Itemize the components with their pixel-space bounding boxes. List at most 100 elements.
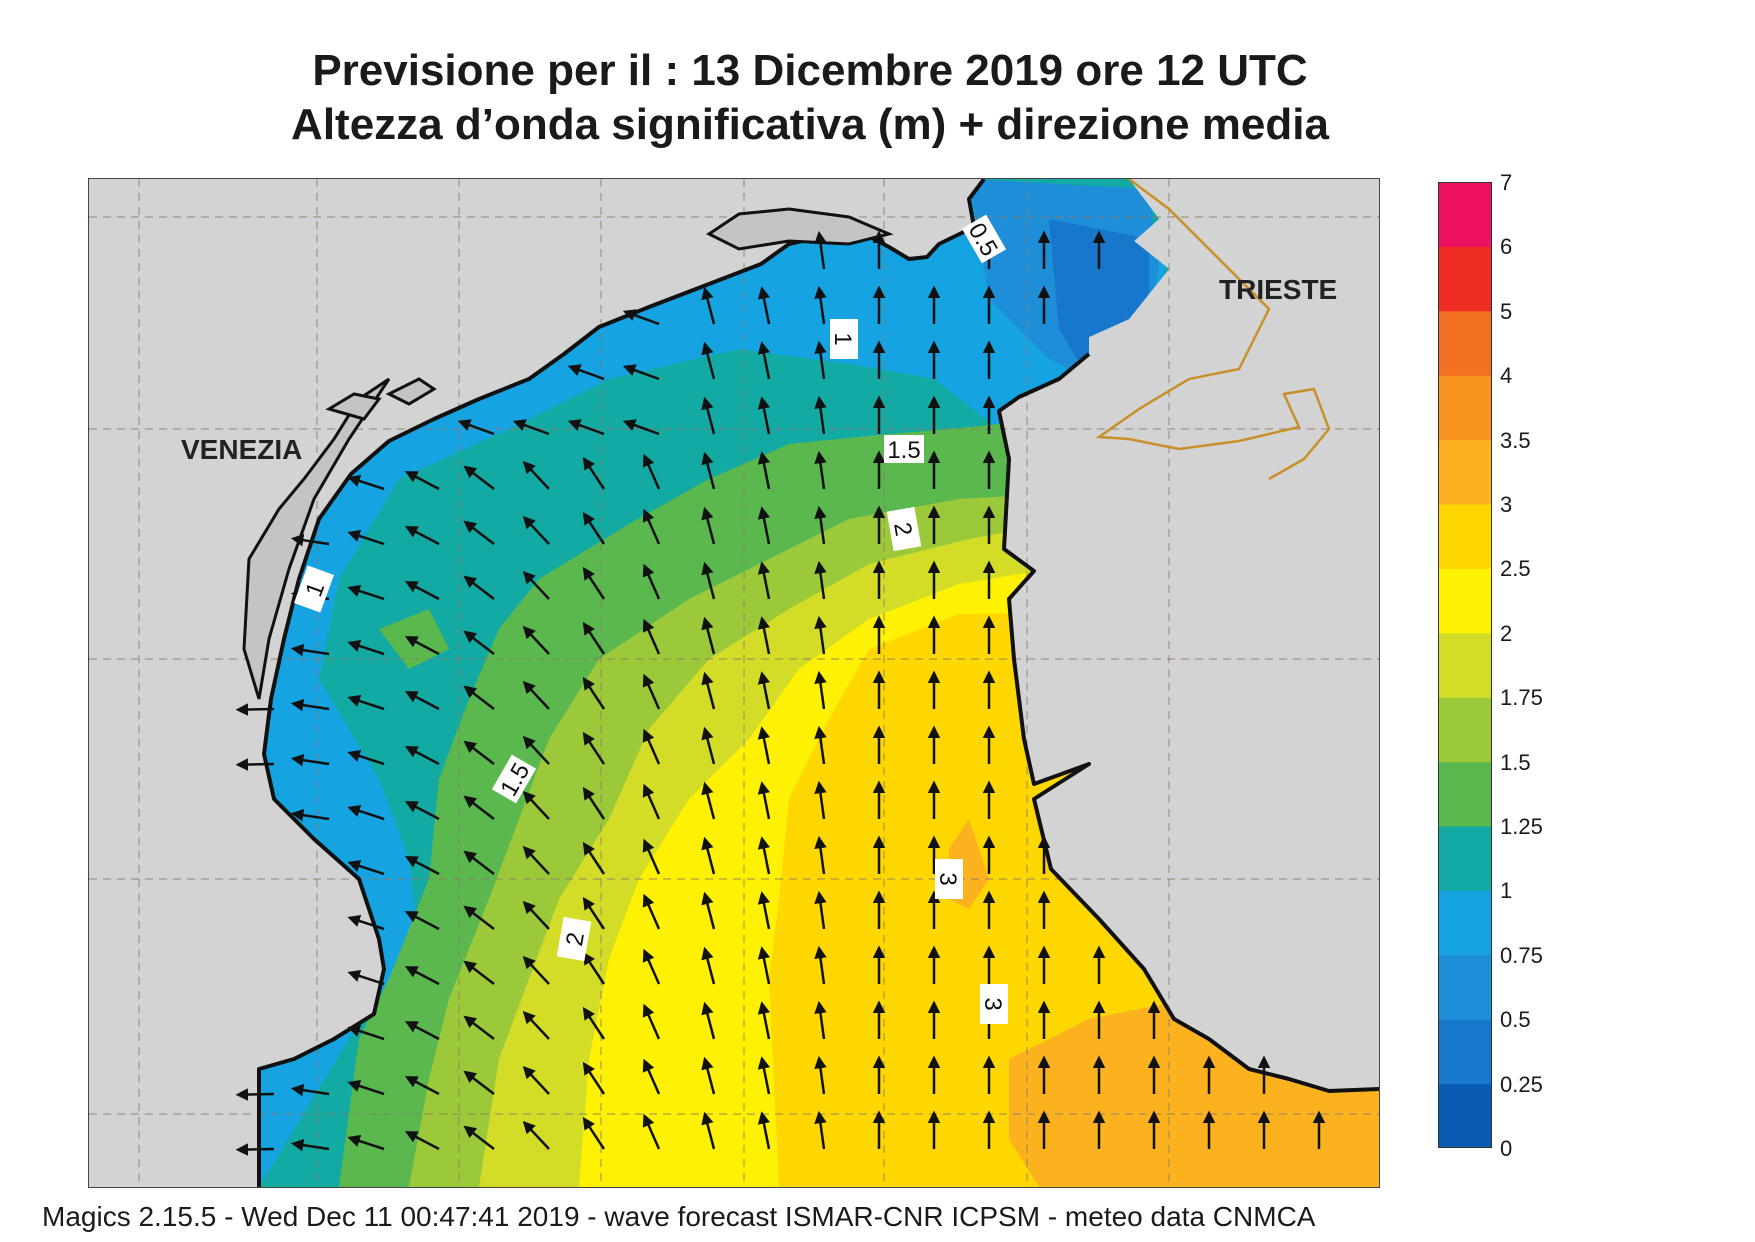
direction-arrow [814,230,827,270]
colorbar-swatch [1438,1083,1492,1148]
contour-label: 1 [829,319,858,359]
colorbar-tick-label: 3 [1500,492,1513,517]
contour-label: 1.5 [491,754,537,804]
colorbar-swatch [1438,310,1492,376]
colorbar-swatch [1438,761,1492,827]
direction-arrow [757,561,771,600]
direction-arrow [701,561,716,600]
direction-arrow [582,566,606,600]
direction-arrow [701,781,716,820]
direction-arrow [642,783,661,820]
direction-arrow [347,914,385,931]
colorbar-tick-label: 0.25 [1500,1071,1543,1097]
direction-arrow [701,836,716,875]
direction-arrow [347,584,385,601]
direction-arrow [522,625,550,655]
colorbar-swatch [1438,826,1492,891]
island [242,377,391,700]
direction-arrow [757,781,771,820]
direction-arrow [582,731,606,765]
direction-arrow [814,340,827,380]
direction-arrow [463,1070,495,1095]
direction-arrow [347,1024,385,1041]
direction-arrow [642,508,661,545]
direction-arrow [701,451,716,490]
direction-arrow [814,560,827,600]
direction-arrow [522,900,550,930]
map-subtitle: Altezza d’onda significativa (m) + direz… [291,100,1329,149]
direction-arrow [814,450,827,490]
direction-arrow [701,396,716,435]
direction-arrow [235,1143,275,1156]
direction-arrow [814,780,827,820]
direction-arrow [814,725,827,765]
direction-arrow [235,758,275,771]
direction-arrow [522,1120,550,1150]
colorbar-tick-label: 2 [1500,620,1513,646]
direction-arrow [757,506,771,545]
direction-arrow [404,691,440,711]
place-label-venezia: VENEZIA [181,434,302,465]
direction-arrow [347,969,385,986]
direction-arrow [522,570,550,600]
direction-arrow [235,1088,275,1101]
direction-arrow [290,1138,330,1152]
colorbar-swatch [1438,954,1492,1020]
direction-arrow [522,1065,550,1095]
coastline [257,179,1379,1187]
national-border [1095,179,1331,481]
direction-arrow [463,905,495,930]
direction-arrow [642,728,661,765]
wave-height-map: 0.5 1 1 1.5 1.5 2 2 3 3 VENEZIA TRIESTE [88,178,1380,1188]
direction-arrow [347,749,385,766]
direction-arrow [642,673,661,710]
island [325,392,382,421]
colorbar-swatch [1438,890,1492,956]
direction-arrow [463,685,495,710]
direction-arrow [622,309,660,326]
direction-arrow [522,680,550,710]
direction-arrow [404,1076,440,1096]
direction-arrow [642,453,661,490]
direction-arrow [404,746,440,766]
direction-arrow [642,948,661,985]
direction-arrow [404,471,440,491]
direction-arrow [814,285,827,325]
direction-arrow [814,670,827,710]
island [706,207,894,251]
direction-arrow [642,838,661,875]
direction-arrow [642,563,661,600]
direction-arrow [582,676,606,710]
direction-arrow [582,456,606,490]
direction-arrow [522,845,550,875]
direction-arrow [512,419,550,436]
contour-label-text: 3 [934,872,961,885]
direction-arrow [757,396,771,435]
direction-arrow [757,1056,771,1095]
direction-arrow [290,533,330,547]
direction-arrow [463,960,495,985]
direction-arrow [757,671,771,710]
colorbar-swatch [1438,697,1492,763]
direction-arrow [701,286,716,325]
colorbar [1438,182,1492,1148]
direction-arrow [404,1021,440,1041]
contour-label: 3 [934,859,963,899]
colorbar-tick-label: 0.75 [1500,942,1543,968]
contour-label: 1.5 [884,435,924,464]
colorbar-swatch [1438,375,1492,441]
direction-arrow [522,790,550,820]
contour-label-text: 1 [829,332,856,345]
colorbar-tick-label: 0.5 [1500,1007,1531,1033]
direction-arrow [347,804,385,821]
contour-label: 1 [294,565,334,613]
direction-arrow [642,893,661,930]
direction-arrow [757,726,771,765]
direction-arrow [347,529,385,546]
colorbar-swatch [1438,246,1492,312]
map-title: Previsione per il : 13 Dicembre 2019 ore… [312,46,1308,95]
direction-arrow [235,703,275,716]
direction-arrow [347,694,385,711]
contour-label-text: 2 [888,520,917,538]
